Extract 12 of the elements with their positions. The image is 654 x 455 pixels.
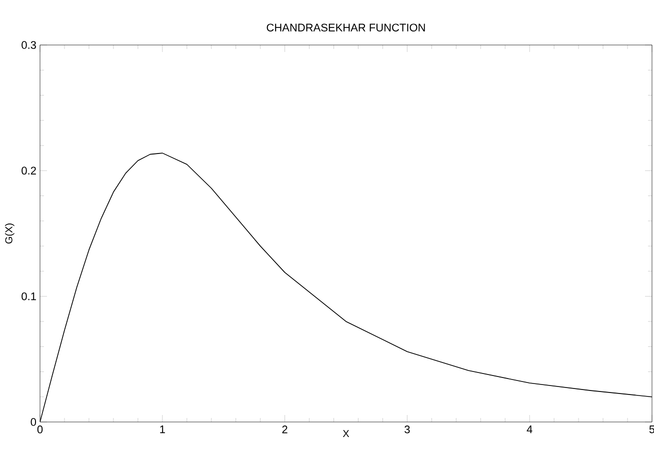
y-tick-label: 0.3 <box>22 41 36 49</box>
x-tick-label: 2 <box>282 426 288 434</box>
y-tick-label: 0.2 <box>22 166 36 175</box>
y-tick-label: 0.1 <box>22 292 36 300</box>
x-tick-label: 3 <box>404 426 410 434</box>
y-axis-title: G(X) <box>5 224 14 244</box>
x-tick-label: 1 <box>160 426 165 434</box>
chart-title: CHANDRASEKHAR FUNCTION <box>266 24 425 32</box>
x-tick-label: 0 <box>37 426 43 434</box>
x-axis-title: X <box>342 430 350 438</box>
y-tick-label: 0 <box>30 418 36 426</box>
x-tick-label: 4 <box>526 426 532 434</box>
